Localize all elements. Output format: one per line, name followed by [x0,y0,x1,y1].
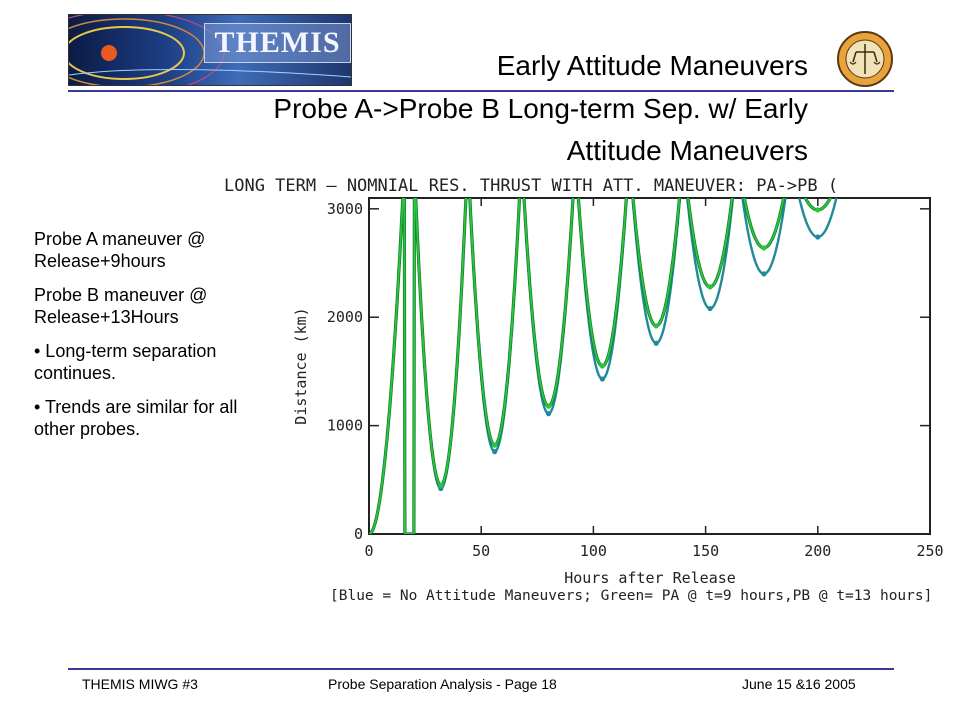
footer-rule [68,668,894,670]
x-axis: 0 50 100 150 200 250 [364,198,944,560]
x-tick-label: 50 [472,542,490,560]
series-line-outline [369,198,833,534]
footer-left: THEMIS MIWG #3 [82,676,198,692]
separation-chart: LONG TERM – NOMNIAL RES. THRUST WITH ATT… [224,176,944,604]
minimum-point [545,411,552,417]
minimum-point [707,305,713,312]
series-line [369,198,832,534]
header-rule [68,90,894,92]
x-tick-label: 100 [580,542,607,560]
series-layer [369,198,838,534]
minimum-point [492,442,498,448]
y-axis: 0 1000 2000 3000 [327,200,930,543]
chart-caption: [Blue = No Attitude Maneuvers; Green= PA… [330,588,932,604]
logo-text: THEMIS [204,23,351,63]
notes-panel: Probe A maneuver @ Release+9hours Probe … [34,228,274,452]
minimum-point [653,323,659,329]
chart-title: LONG TERM – NOMNIAL RES. THRUST WITH ATT… [224,176,838,196]
series-blue [369,198,838,534]
plot-frame [368,197,931,535]
minimum-point [707,284,713,290]
themis-logo: THEMIS [68,14,352,86]
x-tick-label: 150 [692,542,719,560]
minimum-point [545,403,552,409]
minimum-point [815,234,821,240]
slide-title-line2: Probe A->Probe B Long-term Sep. w/ Early [273,93,808,124]
slide-title-line3: Attitude Maneuvers [566,135,808,166]
note-probe-a: Probe A maneuver @ Release+9hours [34,229,206,271]
x-axis-label: Hours after Release [564,569,736,587]
themis-seal-icon [837,31,893,87]
series-line [369,198,838,534]
x-tick-label: 250 [916,542,943,560]
footer-right: June 15 &16 2005 [742,676,856,692]
y-axis-label: Distance (km) [292,307,310,424]
minimum-point [438,482,444,488]
y-tick-label: 0 [354,525,363,543]
series-green [369,198,833,534]
minimum-point [761,271,767,277]
y-tick-label: 2000 [327,308,363,326]
minimum-point [492,449,498,455]
note-trends: • Trends are similar for all other probe… [34,397,238,439]
x-tick-label: 0 [364,542,373,560]
footer-center: Probe Separation Analysis - Page 18 [328,676,557,692]
y-tick-label: 1000 [327,417,363,435]
slide-title-line1: Early Attitude Maneuvers [496,50,808,81]
minimum-point [653,340,659,346]
x-tick-label: 200 [804,542,831,560]
minimum-point [599,363,605,369]
minimum-point [761,245,767,251]
note-probe-b: Probe B maneuver @ Release+13Hours [34,285,208,327]
minimum-point [599,376,605,382]
note-long-term: • Long-term separation continues. [34,341,217,383]
minimum-point [815,207,821,213]
y-tick-label: 3000 [327,200,363,218]
